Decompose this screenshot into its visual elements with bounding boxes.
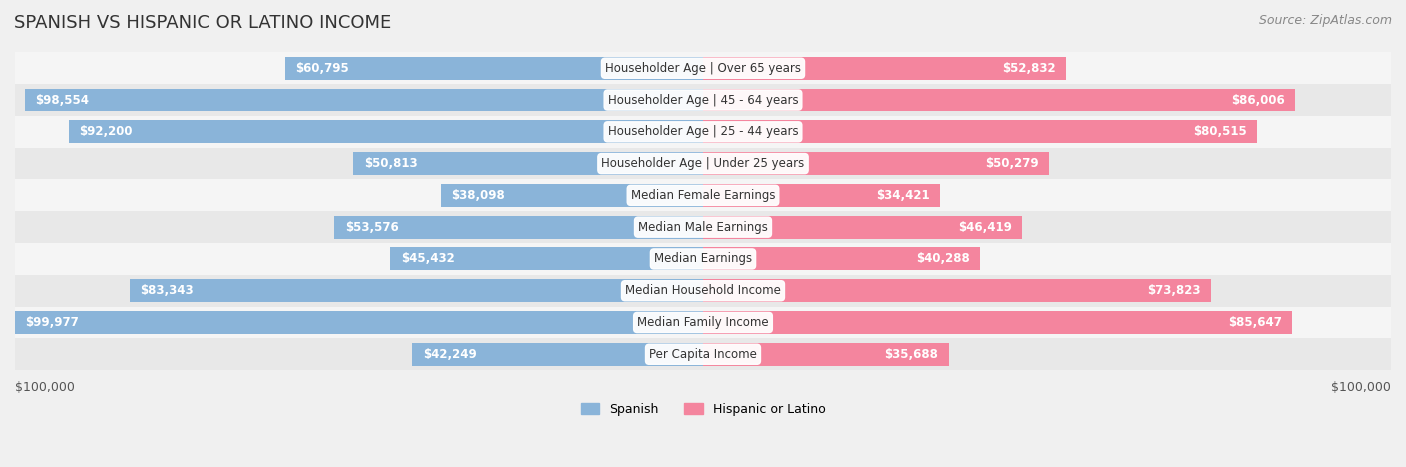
Text: $38,098: $38,098 xyxy=(451,189,505,202)
Bar xyxy=(15,84,1391,116)
Bar xyxy=(703,152,1049,175)
Text: Median Family Income: Median Family Income xyxy=(637,316,769,329)
Text: $60,795: $60,795 xyxy=(295,62,349,75)
Text: $85,647: $85,647 xyxy=(1227,316,1282,329)
Text: $53,576: $53,576 xyxy=(344,221,398,234)
Text: $86,006: $86,006 xyxy=(1230,93,1285,106)
Bar xyxy=(335,216,703,239)
Bar xyxy=(15,211,1391,243)
Bar xyxy=(15,307,1391,339)
Text: Per Capita Income: Per Capita Income xyxy=(650,348,756,361)
Text: $35,688: $35,688 xyxy=(884,348,938,361)
Bar xyxy=(15,243,1391,275)
Bar xyxy=(15,311,703,334)
Bar xyxy=(703,120,1257,143)
Text: $45,432: $45,432 xyxy=(401,253,454,265)
Text: $100,000: $100,000 xyxy=(15,381,75,394)
Text: Householder Age | Over 65 years: Householder Age | Over 65 years xyxy=(605,62,801,75)
Text: $52,832: $52,832 xyxy=(1002,62,1056,75)
Bar xyxy=(25,89,703,112)
Bar xyxy=(703,343,949,366)
Text: Householder Age | 45 - 64 years: Householder Age | 45 - 64 years xyxy=(607,93,799,106)
Text: $50,279: $50,279 xyxy=(986,157,1039,170)
Bar xyxy=(15,275,1391,307)
Text: $98,554: $98,554 xyxy=(35,93,89,106)
Bar xyxy=(412,343,703,366)
Text: Householder Age | Under 25 years: Householder Age | Under 25 years xyxy=(602,157,804,170)
Bar xyxy=(15,339,1391,370)
Text: $34,421: $34,421 xyxy=(876,189,929,202)
Legend: Spanish, Hispanic or Latino: Spanish, Hispanic or Latino xyxy=(575,398,831,421)
Text: $99,977: $99,977 xyxy=(25,316,79,329)
Bar xyxy=(15,52,1391,84)
Bar xyxy=(703,216,1022,239)
Bar xyxy=(353,152,703,175)
Text: $46,419: $46,419 xyxy=(957,221,1012,234)
Bar xyxy=(703,89,1295,112)
Text: SPANISH VS HISPANIC OR LATINO INCOME: SPANISH VS HISPANIC OR LATINO INCOME xyxy=(14,14,391,32)
Bar xyxy=(703,248,980,270)
Text: $83,343: $83,343 xyxy=(141,284,194,297)
Bar xyxy=(703,311,1292,334)
Text: $42,249: $42,249 xyxy=(423,348,477,361)
Bar xyxy=(15,116,1391,148)
Text: $50,813: $50,813 xyxy=(364,157,418,170)
Text: Median Female Earnings: Median Female Earnings xyxy=(631,189,775,202)
Bar xyxy=(285,57,703,80)
Bar xyxy=(15,148,1391,179)
Bar xyxy=(703,57,1067,80)
Bar xyxy=(15,179,1391,211)
Text: $40,288: $40,288 xyxy=(917,253,970,265)
Bar xyxy=(703,279,1211,302)
Bar xyxy=(129,279,703,302)
Text: Median Male Earnings: Median Male Earnings xyxy=(638,221,768,234)
Text: $92,200: $92,200 xyxy=(79,125,132,138)
Bar xyxy=(69,120,703,143)
Bar xyxy=(703,184,939,207)
Bar xyxy=(441,184,703,207)
Text: Median Earnings: Median Earnings xyxy=(654,253,752,265)
Text: $73,823: $73,823 xyxy=(1147,284,1201,297)
Text: Median Household Income: Median Household Income xyxy=(626,284,780,297)
Text: Source: ZipAtlas.com: Source: ZipAtlas.com xyxy=(1258,14,1392,27)
Text: Householder Age | 25 - 44 years: Householder Age | 25 - 44 years xyxy=(607,125,799,138)
Text: $100,000: $100,000 xyxy=(1331,381,1391,394)
Bar xyxy=(391,248,703,270)
Text: $80,515: $80,515 xyxy=(1192,125,1247,138)
